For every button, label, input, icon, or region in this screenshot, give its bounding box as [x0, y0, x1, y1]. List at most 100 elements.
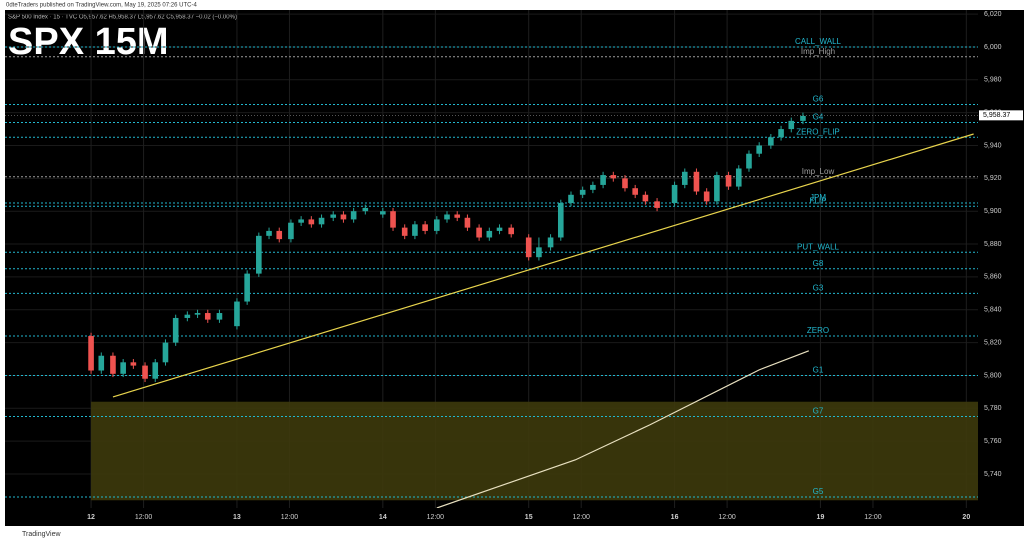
candle-body — [288, 222, 294, 240]
y-tick-label: 5,840 — [984, 307, 1002, 314]
candle-body — [298, 219, 304, 223]
x-tick-label: 13 — [233, 514, 241, 521]
candle-body — [98, 355, 105, 371]
candle-body — [308, 219, 315, 225]
candle-body — [508, 227, 514, 235]
curve — [436, 350, 809, 508]
level-label: PUT_WALL — [797, 242, 839, 251]
candle-body — [412, 224, 418, 236]
y-tick-label: 6,020 — [984, 11, 1002, 18]
candle-body — [244, 273, 250, 302]
candle-body — [735, 168, 742, 187]
x-tick-label: 12 — [87, 514, 95, 521]
candle-body — [110, 355, 116, 374]
candle-body — [184, 314, 191, 318]
candle-body — [362, 207, 369, 212]
candle-body — [204, 313, 211, 320]
x-tick-label: 12:00 — [281, 514, 299, 521]
candle-body — [557, 202, 564, 238]
candle-body — [725, 175, 732, 187]
candle-body — [681, 171, 688, 185]
last-price-label: 5,958.37 — [983, 112, 1010, 119]
candle-body — [256, 235, 262, 274]
candle-body — [234, 301, 240, 327]
candle-body — [654, 201, 660, 208]
candle-body — [778, 129, 784, 138]
level-label: ZERO — [807, 326, 829, 335]
candle-body — [340, 214, 347, 220]
x-tick-label: 12:00 — [135, 514, 153, 521]
candle-body — [194, 313, 201, 315]
candle-body — [788, 120, 795, 130]
level-label: G8 — [813, 259, 824, 268]
x-tick-label: 15 — [525, 514, 533, 521]
candle-body — [590, 184, 596, 190]
level-label: FLIP — [810, 196, 827, 205]
level-label: JPM — [810, 193, 826, 202]
candle-body — [496, 227, 503, 231]
candle-body — [525, 237, 532, 258]
x-tick-label: 12:00 — [427, 514, 445, 521]
x-axis-area — [5, 508, 1024, 526]
y-tick-label: 5,760 — [984, 438, 1002, 445]
y-tick-label: 5,740 — [984, 471, 1002, 478]
x-tick-label: 12:00 — [864, 514, 882, 521]
candle-body — [454, 214, 461, 218]
candle-body — [568, 194, 574, 203]
candle-body — [172, 317, 179, 343]
y-axis-area — [978, 10, 1024, 508]
y-tick-label: 5,820 — [984, 339, 1002, 346]
level-label: G7 — [813, 407, 824, 416]
candle-body — [401, 227, 408, 236]
x-tick-label: 19 — [817, 514, 825, 521]
candle-body — [476, 227, 482, 238]
candle-body — [152, 362, 159, 379]
candle-body — [330, 214, 337, 218]
level-label: ZERO_FLIP — [796, 127, 840, 136]
candle-body — [216, 313, 223, 320]
candle-body — [703, 191, 710, 202]
candle-body — [276, 230, 283, 240]
level-label: G5 — [813, 487, 824, 496]
y-tick-label: 5,800 — [984, 372, 1002, 379]
y-tick-label: 5,900 — [984, 208, 1002, 215]
candle-body — [746, 153, 752, 169]
footer: TradingView — [22, 531, 61, 538]
zone — [91, 401, 978, 501]
candle-body — [444, 214, 450, 220]
x-tick-label: 12:00 — [572, 514, 590, 521]
candle-body — [693, 171, 700, 192]
candle-body — [486, 230, 493, 238]
x-tick-label: 12:00 — [718, 514, 736, 521]
candle-body — [622, 178, 628, 189]
level-label: CALL_WALL — [795, 37, 842, 46]
level-label: G4 — [813, 113, 824, 122]
x-tick-label: 20 — [962, 514, 970, 521]
y-tick-label: 5,920 — [984, 175, 1002, 182]
candle-body — [142, 365, 148, 379]
legend-text: S&P 500 Index · 15 · TVC O5,957.62 H5,95… — [8, 15, 237, 21]
candle-body — [433, 219, 440, 231]
y-tick-label: 5,780 — [984, 405, 1002, 412]
candle-body — [536, 247, 542, 258]
x-tick-label: 14 — [379, 514, 387, 521]
last-price-box — [979, 110, 1023, 121]
candle-body — [318, 217, 325, 225]
candle-body — [600, 175, 606, 185]
y-tick-label: 5,880 — [984, 241, 1002, 248]
candle-body — [547, 237, 554, 248]
y-tick-label: 5,980 — [984, 77, 1002, 84]
candle-body — [88, 336, 94, 371]
candle-body — [756, 145, 762, 154]
candle-body — [642, 194, 649, 202]
y-tick-label: 5,860 — [984, 274, 1002, 281]
level-label: G1 — [813, 366, 824, 375]
candle-body — [610, 175, 617, 179]
level-label: G3 — [813, 283, 824, 292]
candle-body — [579, 189, 586, 195]
chart-title: SPX 15M — [8, 21, 169, 63]
trendline — [112, 133, 974, 398]
level-label: G6 — [813, 95, 824, 104]
